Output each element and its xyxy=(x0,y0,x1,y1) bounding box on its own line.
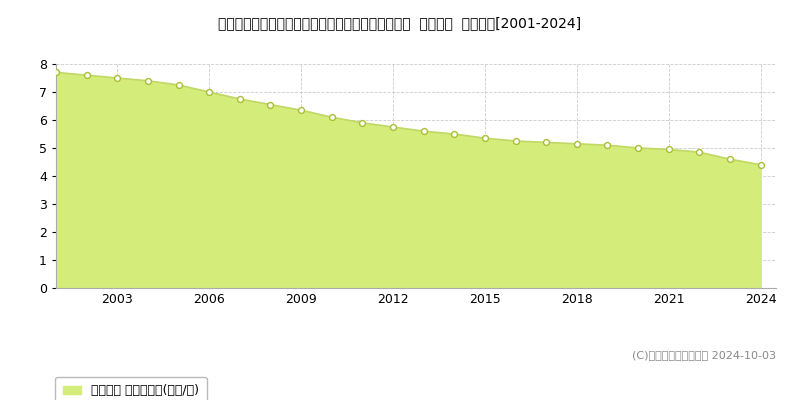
Text: 佐賀県佐賀市巨勢町大字修理田字二本谷２７番１外  基準地価  地価推移[2001-2024]: 佐賀県佐賀市巨勢町大字修理田字二本谷２７番１外 基準地価 地価推移[2001-2… xyxy=(218,16,582,30)
Point xyxy=(326,114,338,120)
Point xyxy=(386,124,399,130)
Point xyxy=(570,140,583,147)
Point xyxy=(264,101,277,108)
Point xyxy=(662,146,675,152)
Point xyxy=(50,69,62,76)
Point xyxy=(448,131,461,137)
Point xyxy=(754,162,767,168)
Text: (C)土地価格ドットコム 2024-10-03: (C)土地価格ドットコム 2024-10-03 xyxy=(632,350,776,360)
Point xyxy=(601,142,614,148)
Point xyxy=(509,138,522,144)
Legend: 基準地価 平均坪単価(万円/坪): 基準地価 平均坪単価(万円/坪) xyxy=(55,377,206,400)
Point xyxy=(234,96,246,102)
Point xyxy=(172,82,185,88)
Point xyxy=(80,72,93,78)
Point xyxy=(478,135,491,141)
Point xyxy=(632,145,645,151)
Point xyxy=(142,78,154,84)
Point xyxy=(202,89,215,95)
Point xyxy=(418,128,430,134)
Point xyxy=(724,156,737,162)
Point xyxy=(294,107,307,114)
Point xyxy=(540,139,553,146)
Point xyxy=(693,149,706,155)
Point xyxy=(111,75,124,81)
Point xyxy=(356,120,369,126)
